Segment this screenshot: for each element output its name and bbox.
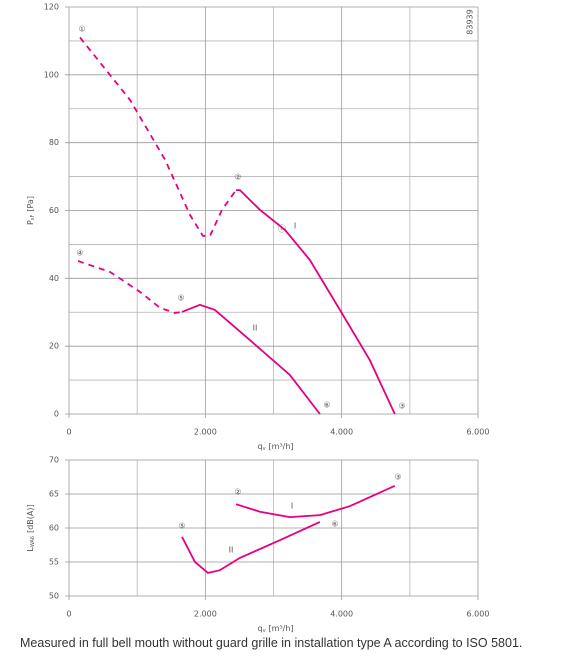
- curve-annotation: ⑤: [177, 294, 184, 303]
- curve-annotation: ④: [76, 249, 83, 258]
- chart-code: 83939: [466, 9, 475, 34]
- x-tick-label: 2.000: [194, 428, 217, 437]
- curve-annotation: II: [253, 324, 258, 333]
- y-label-main: P: [26, 220, 35, 225]
- curve: [236, 189, 396, 415]
- curve-annotation: I: [294, 222, 296, 231]
- y-tick-label: 65: [49, 490, 59, 499]
- y-label-sub: sF: [30, 215, 36, 221]
- x-label-main: q: [258, 442, 263, 451]
- x-tick-label: 6.000: [467, 610, 490, 619]
- x-tick-label: 0: [66, 610, 71, 619]
- y-tick-label: 50: [49, 592, 59, 601]
- y-tick-label: 80: [49, 138, 59, 147]
- curve-annotation: ②: [234, 173, 241, 182]
- caption: Measured in full bell mouth without guar…: [20, 636, 523, 650]
- y-tick-label: 0: [54, 410, 59, 419]
- y-tick-label: 60: [49, 206, 59, 215]
- y-tick-label: 20: [49, 342, 59, 351]
- y-label-unit: [dB(A)]: [26, 504, 35, 533]
- x-tick-label: 4.000: [330, 428, 353, 437]
- x-tick-label: 2.000: [194, 610, 217, 619]
- y-axis-label: PsF [Pa]: [26, 196, 36, 225]
- x-label-unit: [m³/h]: [269, 624, 294, 633]
- y-label-unit: [Pa]: [26, 196, 35, 212]
- curve-annotation: ⓝ: [278, 225, 286, 234]
- y-tick-label: 120: [44, 3, 59, 12]
- curve-annotation: ②: [234, 488, 241, 497]
- curve: [79, 36, 237, 237]
- curve: [181, 303, 321, 415]
- curve-annotation: ③: [398, 402, 405, 411]
- x-label-sub: v: [263, 446, 266, 452]
- y-tick-label: 70: [49, 456, 59, 465]
- curve-annotation: I: [291, 502, 293, 511]
- curve-annotation: ①: [78, 25, 85, 34]
- curve-annotation: ③: [394, 473, 401, 482]
- curve-annotation: II: [229, 546, 234, 555]
- curve-annotation: ⑥: [323, 401, 330, 410]
- y-label-sub: WA6: [30, 536, 36, 547]
- y-tick-label: 100: [44, 70, 59, 79]
- curve: [77, 260, 183, 314]
- x-axis-label: qv [m³/h]: [258, 624, 294, 634]
- x-tick-label: 0: [66, 428, 71, 437]
- x-label-sub: v: [263, 628, 266, 634]
- curve-annotation: ⑥: [331, 520, 338, 529]
- y-axis-label: LWA6 [dB(A)]: [26, 504, 36, 551]
- y-tick-label: 60: [49, 524, 59, 533]
- curve-annotation: ⑤: [178, 522, 185, 531]
- x-tick-label: 6.000: [467, 428, 490, 437]
- curve: [181, 521, 321, 574]
- x-tick-label: 4.000: [330, 610, 353, 619]
- x-axis-label: qv [m³/h]: [258, 442, 294, 452]
- curve: [235, 484, 396, 519]
- x-label-main: q: [258, 624, 263, 633]
- y-tick-label: 40: [49, 274, 59, 283]
- y-label-main: L: [26, 547, 35, 552]
- x-label-unit: [m³/h]: [269, 442, 294, 451]
- y-tick-label: 55: [49, 558, 59, 567]
